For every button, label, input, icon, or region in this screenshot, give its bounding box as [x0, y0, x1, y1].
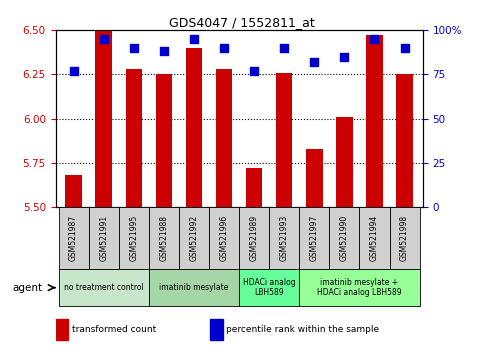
Bar — [359, 207, 389, 269]
Bar — [156, 74, 172, 207]
Point — [280, 45, 288, 51]
Text: GSM521987: GSM521987 — [69, 215, 78, 261]
Text: GSM521988: GSM521988 — [159, 215, 169, 261]
Bar — [276, 73, 293, 207]
Bar — [96, 30, 112, 207]
Bar — [126, 69, 142, 207]
Text: GSM521997: GSM521997 — [310, 215, 319, 261]
Bar — [336, 117, 353, 207]
Bar — [185, 48, 202, 207]
Text: imatinib mesylate +
HDACi analog LBH589: imatinib mesylate + HDACi analog LBH589 — [317, 278, 402, 297]
Point — [341, 54, 348, 59]
Text: percentile rank within the sample: percentile rank within the sample — [226, 325, 379, 334]
Bar — [149, 207, 179, 269]
Text: GSM521991: GSM521991 — [99, 215, 108, 261]
Bar — [56, 319, 69, 340]
Text: transformed count: transformed count — [72, 325, 156, 334]
Text: GSM521990: GSM521990 — [340, 215, 349, 261]
Bar — [299, 269, 420, 306]
Bar — [269, 207, 299, 269]
Bar — [366, 35, 383, 207]
Text: GSM521994: GSM521994 — [370, 215, 379, 261]
Bar — [58, 269, 149, 306]
Bar — [239, 269, 299, 306]
Point — [100, 36, 108, 42]
Bar — [329, 207, 359, 269]
Point — [250, 68, 258, 74]
Text: GSM521996: GSM521996 — [220, 215, 228, 261]
Point — [190, 36, 198, 42]
Point — [220, 45, 228, 51]
Bar — [306, 149, 323, 207]
Text: GDS4047 / 1552811_at: GDS4047 / 1552811_at — [169, 16, 314, 29]
Point — [70, 68, 77, 74]
Text: GSM521992: GSM521992 — [189, 215, 199, 261]
Point — [401, 45, 409, 51]
Bar — [209, 207, 239, 269]
Bar — [149, 269, 239, 306]
Bar — [216, 69, 232, 207]
Bar — [89, 207, 119, 269]
Bar — [210, 319, 223, 340]
Bar — [239, 207, 269, 269]
Bar — [246, 168, 262, 207]
Text: GSM521998: GSM521998 — [400, 215, 409, 261]
Bar — [396, 74, 413, 207]
Point — [311, 59, 318, 65]
Bar — [389, 207, 420, 269]
Text: HDACi analog
LBH589: HDACi analog LBH589 — [243, 278, 296, 297]
Text: imatinib mesylate: imatinib mesylate — [159, 283, 228, 292]
Point — [370, 36, 378, 42]
Bar — [65, 175, 82, 207]
Bar — [299, 207, 329, 269]
Point — [160, 48, 168, 54]
Text: agent: agent — [12, 282, 42, 293]
Text: GSM521995: GSM521995 — [129, 215, 138, 261]
Bar — [58, 207, 89, 269]
Bar — [179, 207, 209, 269]
Bar — [119, 207, 149, 269]
Text: no treatment control: no treatment control — [64, 283, 143, 292]
Text: GSM521993: GSM521993 — [280, 215, 289, 261]
Point — [130, 45, 138, 51]
Text: GSM521989: GSM521989 — [250, 215, 258, 261]
